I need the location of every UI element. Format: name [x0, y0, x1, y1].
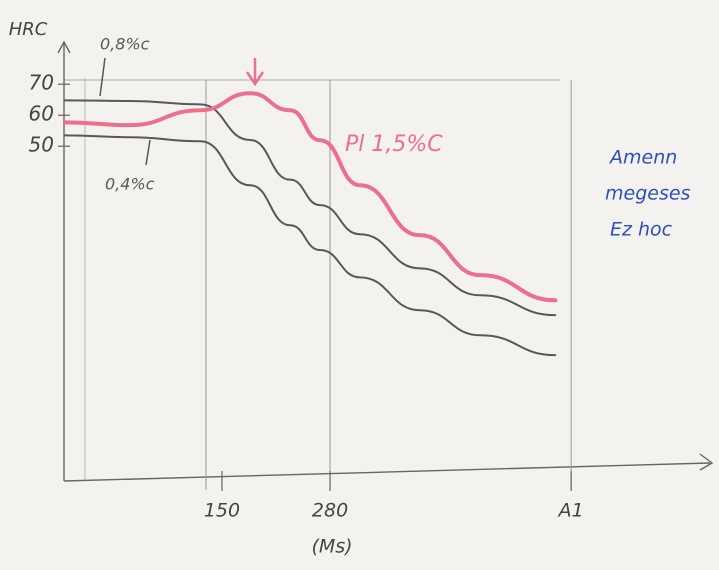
annotation: Ez hoc	[610, 219, 673, 241]
annotation: megeses	[605, 183, 691, 205]
series-label: 0,8%c	[100, 35, 150, 54]
paper	[0, 0, 719, 570]
annotation: Amenn	[608, 147, 677, 169]
x-tick-note: (Ms)	[311, 536, 352, 558]
y-axis-title: HRC	[9, 19, 48, 40]
y-tick-label: 60	[29, 102, 54, 126]
chart: HRC 50 60 70 150 280 A1 (Ms) 0,8%c 0,4%c Pl 1,5%C…	[0, 0, 719, 570]
series-label: Pl 1,5%C	[345, 132, 443, 157]
x-tick-label: 150	[204, 500, 240, 522]
series-label: 0,4%c	[105, 175, 155, 194]
x-tick-label: 280	[312, 500, 348, 522]
y-tick-label: 50	[29, 133, 54, 157]
y-tick-label: 70	[29, 71, 54, 95]
x-tick-label: A1	[557, 500, 584, 522]
